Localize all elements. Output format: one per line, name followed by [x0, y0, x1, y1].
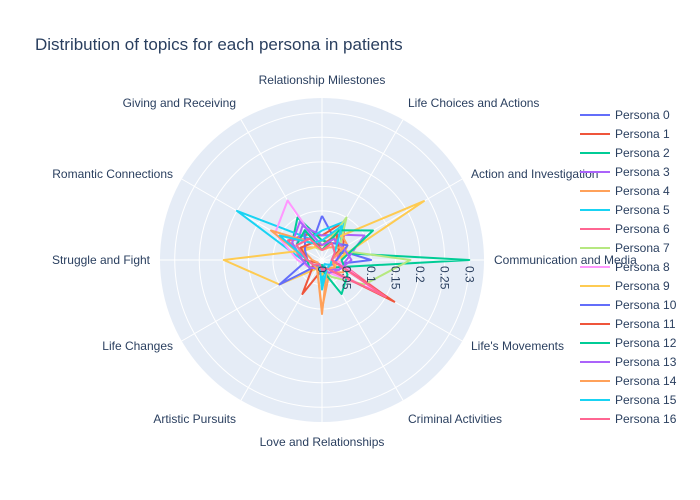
radial-tick-1: 0.05	[340, 266, 354, 290]
axis-label-9: Struggle and Fight	[52, 253, 151, 267]
axis-label-4: Life's Movements	[471, 339, 564, 353]
legend-item-8[interactable]: Persona 8	[580, 260, 670, 274]
legend-label-8: Persona 8	[615, 260, 670, 274]
legend-label-1: Persona 1	[615, 127, 670, 141]
radial-tick-6: 0.3	[462, 266, 476, 283]
legend-label-15: Persona 15	[615, 393, 677, 407]
axis-label-5: Criminal Activities	[408, 412, 502, 426]
legend-item-11[interactable]: Persona 11	[580, 317, 676, 331]
legend-item-0[interactable]: Persona 0	[580, 108, 670, 122]
legend-label-5: Persona 5	[615, 203, 670, 217]
legend-item-10[interactable]: Persona 10	[580, 298, 677, 312]
chart-title: Distribution of topics for each persona …	[35, 35, 403, 54]
grid-spoke-11	[240, 119, 323, 261]
radial-tick-0: 0	[315, 266, 329, 273]
radial-tick-2: 0.1	[364, 266, 378, 283]
legend-label-16: Persona 16	[615, 412, 677, 426]
legend-label-14: Persona 14	[615, 374, 677, 388]
radial-ticks: 0 0.05 0.1 0.15 0.2 0.25 0.3	[315, 266, 476, 290]
legend-label-10: Persona 10	[615, 298, 677, 312]
legend-item-7[interactable]: Persona 7	[580, 241, 670, 255]
radial-tick-5: 0.25	[438, 266, 452, 290]
legend-label-3: Persona 3	[615, 165, 670, 179]
legend-item-13[interactable]: Persona 13	[580, 355, 677, 369]
axis-label-6: Love and Relationships	[260, 435, 385, 449]
series-traces	[222, 199, 471, 315]
axis-label-8: Life Changes	[102, 339, 173, 353]
grid-spoke-7	[240, 259, 323, 401]
series-line-14	[270, 229, 345, 315]
grid-spoke-8	[181, 259, 323, 342]
axis-label-10: Romantic Connections	[52, 167, 173, 181]
legend-item-1[interactable]: Persona 1	[580, 127, 670, 141]
axis-label-1: Life Choices and Actions	[408, 96, 539, 110]
legend-item-3[interactable]: Persona 3	[580, 165, 670, 179]
legend-label-12: Persona 12	[615, 336, 677, 350]
legend-item-2[interactable]: Persona 2	[580, 146, 670, 160]
angular-axis-labels: Relationship Milestones Life Choices and …	[52, 73, 637, 449]
legend-label-9: Persona 9	[615, 279, 670, 293]
legend-label-2: Persona 2	[615, 146, 670, 160]
legend-label-13: Persona 13	[615, 355, 677, 369]
axis-label-11: Giving and Receiving	[123, 96, 236, 110]
legend-item-14[interactable]: Persona 14	[580, 374, 677, 388]
axis-label-3: Communication and Media	[494, 253, 637, 267]
axis-label-7: Artistic Pursuits	[153, 412, 236, 426]
legend-item-4[interactable]: Persona 4	[580, 184, 670, 198]
legend-item-5[interactable]: Persona 5	[580, 203, 670, 217]
legend-item-16[interactable]: Persona 16	[580, 412, 677, 426]
legend-item-6[interactable]: Persona 6	[580, 222, 670, 236]
legend-label-7: Persona 7	[615, 241, 670, 255]
legend-label-0: Persona 0	[615, 108, 670, 122]
grid-spoke-5	[321, 259, 404, 401]
legend-item-15[interactable]: Persona 15	[580, 393, 677, 407]
axis-label-0: Relationship Milestones	[259, 73, 386, 87]
radial-tick-3: 0.15	[389, 266, 403, 290]
series-line-16	[295, 237, 387, 298]
radial-tick-4: 0.2	[413, 266, 427, 283]
legend-label-4: Persona 4	[615, 184, 670, 198]
legend-item-12[interactable]: Persona 12	[580, 336, 677, 350]
axis-label-2: Action and Investigation	[471, 167, 598, 181]
legend: Persona 0 Persona 1 Persona 2 Persona 3 Pers…	[580, 108, 677, 426]
legend-label-11: Persona 11	[615, 317, 676, 331]
legend-item-9[interactable]: Persona 9	[580, 279, 670, 293]
legend-label-6: Persona 6	[615, 222, 670, 236]
